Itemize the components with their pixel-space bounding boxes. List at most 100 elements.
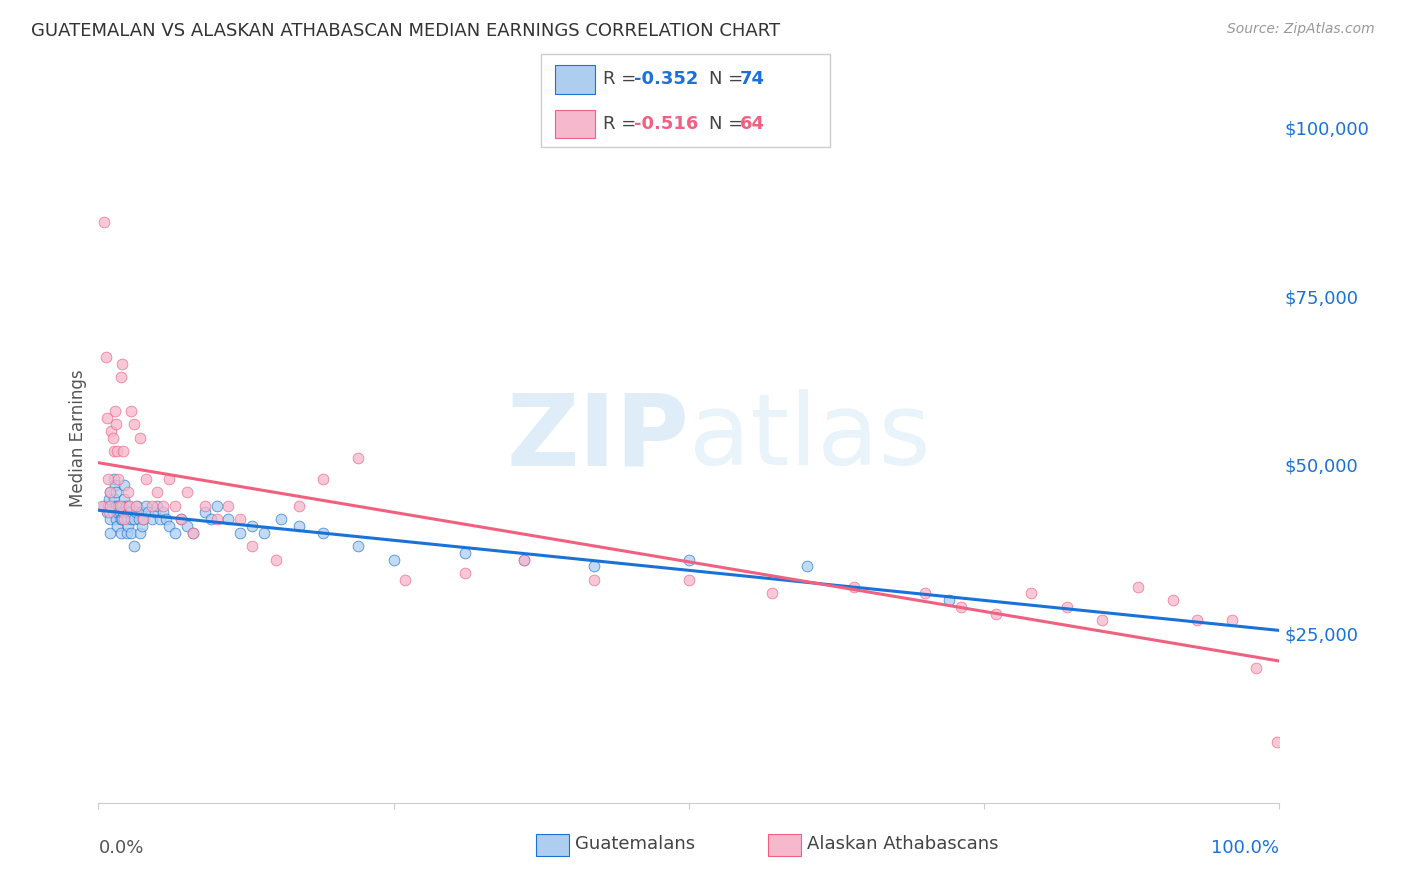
- Point: [98, 525, 121, 540]
- Point: [98, 485, 121, 500]
- Text: Alaskan Athabascans: Alaskan Athabascans: [807, 835, 998, 853]
- Point: [253, 525, 276, 540]
- Point: [101, 505, 124, 519]
- Point: [141, 499, 163, 513]
- Point: [176, 485, 198, 500]
- Point: [132, 512, 155, 526]
- Point: [1220, 614, 1243, 628]
- Text: atlas: atlas: [689, 390, 931, 486]
- Point: [583, 573, 606, 587]
- Point: [131, 518, 153, 533]
- Point: [984, 607, 1007, 621]
- Point: [117, 518, 139, 533]
- Point: [105, 485, 128, 500]
- Point: [110, 525, 132, 540]
- Point: [200, 512, 222, 526]
- Point: [98, 499, 121, 513]
- Point: [125, 505, 148, 519]
- Point: [240, 539, 263, 553]
- Point: [112, 512, 135, 526]
- Text: N =: N =: [709, 115, 748, 133]
- Point: [105, 512, 128, 526]
- Point: [181, 525, 204, 540]
- Point: [157, 518, 180, 533]
- Point: [122, 417, 145, 432]
- Point: [127, 499, 149, 513]
- Point: [1185, 614, 1208, 628]
- Point: [111, 357, 134, 371]
- Point: [217, 512, 239, 526]
- Point: [108, 505, 131, 519]
- Point: [270, 512, 292, 526]
- Point: [105, 505, 128, 519]
- Point: [149, 512, 172, 526]
- Point: [181, 525, 204, 540]
- Text: N =: N =: [709, 70, 748, 88]
- Point: [194, 505, 217, 519]
- Point: [105, 499, 128, 513]
- Point: [796, 559, 818, 574]
- Point: [121, 512, 143, 526]
- Point: [117, 485, 139, 500]
- Point: [146, 485, 169, 500]
- Point: [125, 499, 148, 513]
- Text: 0.0%: 0.0%: [98, 839, 143, 857]
- Point: [97, 499, 120, 513]
- Point: [128, 512, 150, 526]
- Point: [105, 417, 128, 432]
- Point: [93, 499, 115, 513]
- Text: 64: 64: [740, 115, 765, 133]
- Point: [104, 404, 127, 418]
- Point: [94, 350, 117, 364]
- Point: [115, 525, 138, 540]
- Point: [96, 410, 118, 425]
- Point: [217, 499, 239, 513]
- Y-axis label: Median Earnings: Median Earnings: [69, 369, 87, 507]
- Point: [110, 370, 132, 384]
- Point: [761, 586, 783, 600]
- Point: [453, 546, 475, 560]
- Point: [103, 471, 125, 485]
- Point: [914, 586, 936, 600]
- Point: [1126, 580, 1149, 594]
- Point: [394, 573, 416, 587]
- Point: [678, 552, 700, 566]
- Point: [115, 512, 138, 526]
- Point: [347, 451, 370, 466]
- Point: [98, 485, 121, 500]
- Point: [120, 505, 142, 519]
- Point: [103, 491, 125, 506]
- Point: [98, 505, 121, 519]
- Point: [453, 566, 475, 580]
- Text: GUATEMALAN VS ALASKAN ATHABASCAN MEDIAN EARNINGS CORRELATION CHART: GUATEMALAN VS ALASKAN ATHABASCAN MEDIAN …: [31, 22, 780, 40]
- Point: [382, 552, 405, 566]
- Point: [155, 512, 177, 526]
- Point: [347, 539, 370, 553]
- Point: [1091, 614, 1114, 628]
- Point: [312, 525, 335, 540]
- Point: [135, 499, 157, 513]
- Point: [152, 505, 174, 519]
- Point: [312, 471, 335, 485]
- Point: [104, 478, 127, 492]
- Point: [117, 505, 139, 519]
- Point: [288, 499, 311, 513]
- Point: [129, 505, 152, 519]
- Point: [98, 491, 121, 506]
- Point: [288, 518, 311, 533]
- Point: [122, 512, 145, 526]
- Point: [240, 518, 263, 533]
- Text: -0.516: -0.516: [634, 115, 699, 133]
- Point: [121, 404, 143, 418]
- Point: [91, 499, 114, 513]
- Point: [110, 512, 132, 526]
- Point: [143, 505, 166, 519]
- Point: [176, 518, 198, 533]
- Point: [114, 499, 136, 513]
- Point: [108, 499, 131, 513]
- Point: [93, 215, 115, 229]
- Text: Source: ZipAtlas.com: Source: ZipAtlas.com: [1227, 22, 1375, 37]
- Point: [128, 525, 150, 540]
- Point: [512, 552, 534, 566]
- Point: [112, 478, 135, 492]
